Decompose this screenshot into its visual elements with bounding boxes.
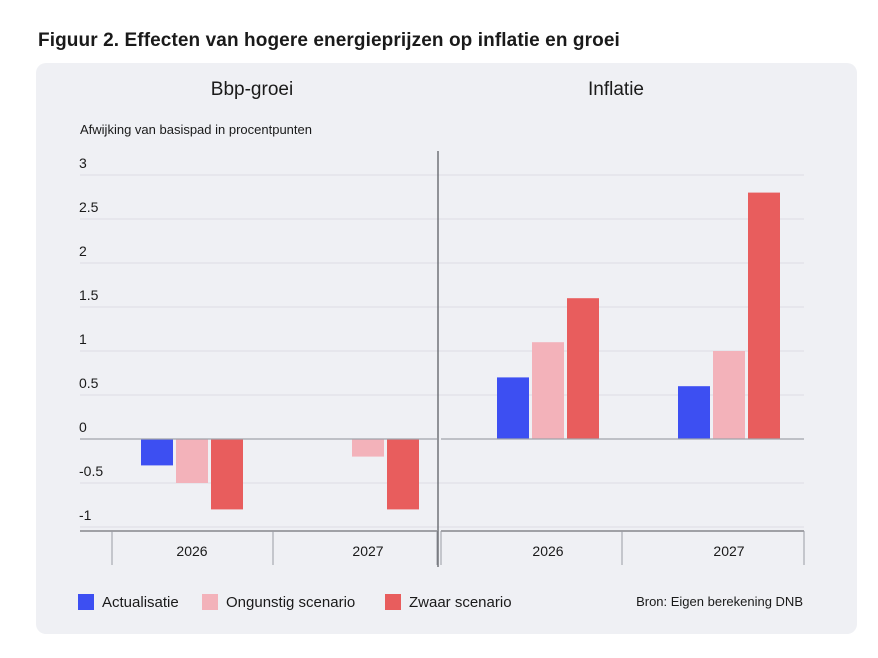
bar-bbp-2027-1 [352, 439, 384, 457]
x-tick-label: 2027 [352, 543, 383, 559]
y-tick-label: -1 [79, 507, 92, 523]
bar-inflatie-2026-1 [532, 342, 564, 439]
y-tick-label: 1 [79, 331, 87, 347]
bar-inflatie-2026-0 [497, 377, 529, 439]
x-tick-label: 2026 [532, 543, 563, 559]
y-tick-label: 2.5 [79, 199, 99, 215]
inflatie-title: Inflatie [588, 79, 644, 100]
figure-title: Figuur 2. Effecten van hogere energiepri… [38, 30, 620, 51]
y-tick-label: 0 [79, 419, 87, 435]
source-note: Bron: Eigen berekening DNB [636, 594, 803, 609]
x-tick-label: 2026 [176, 543, 207, 559]
y-tick-label: -0.5 [79, 463, 103, 479]
y-tick-label: 2 [79, 243, 87, 259]
legend-label: Ongunstig scenario [226, 594, 355, 611]
chart-svg: 3 2.5 2 1.5 1 0.5 0 -0.5 -1 Afwijking van basispa… [78, 79, 805, 611]
y-axis-label: Afwijking van basispad in procentpunten [80, 122, 312, 137]
legend-swatch [385, 594, 401, 610]
bar-inflatie-2027-0 [678, 386, 710, 439]
bar-bbp-2026-2 [211, 439, 243, 510]
x-tick-label: 2027 [713, 543, 744, 559]
bar-inflatie-2027-1 [713, 351, 745, 439]
chart-panel: 3 2.5 2 1.5 1 0.5 0 -0.5 -1 Afwijking van basispa… [36, 63, 857, 634]
legend-label: Actualisatie [102, 594, 179, 611]
legend-swatch [78, 594, 94, 610]
bar-inflatie-2027-2 [748, 192, 780, 439]
legend-swatch [202, 594, 218, 610]
y-tick-label: 1.5 [79, 287, 99, 303]
y-tick-label: 0.5 [79, 375, 99, 391]
bar-bbp-2027-2 [387, 439, 419, 510]
bar-inflatie-2026-2 [567, 298, 599, 439]
bbp-groei-title: Bbp-groei [211, 79, 293, 100]
bar-bbp-2026-1 [176, 439, 208, 483]
y-tick-label: 3 [79, 155, 87, 171]
bar-bbp-2026-0 [141, 439, 173, 466]
legend-label: Zwaar scenario [409, 594, 512, 611]
